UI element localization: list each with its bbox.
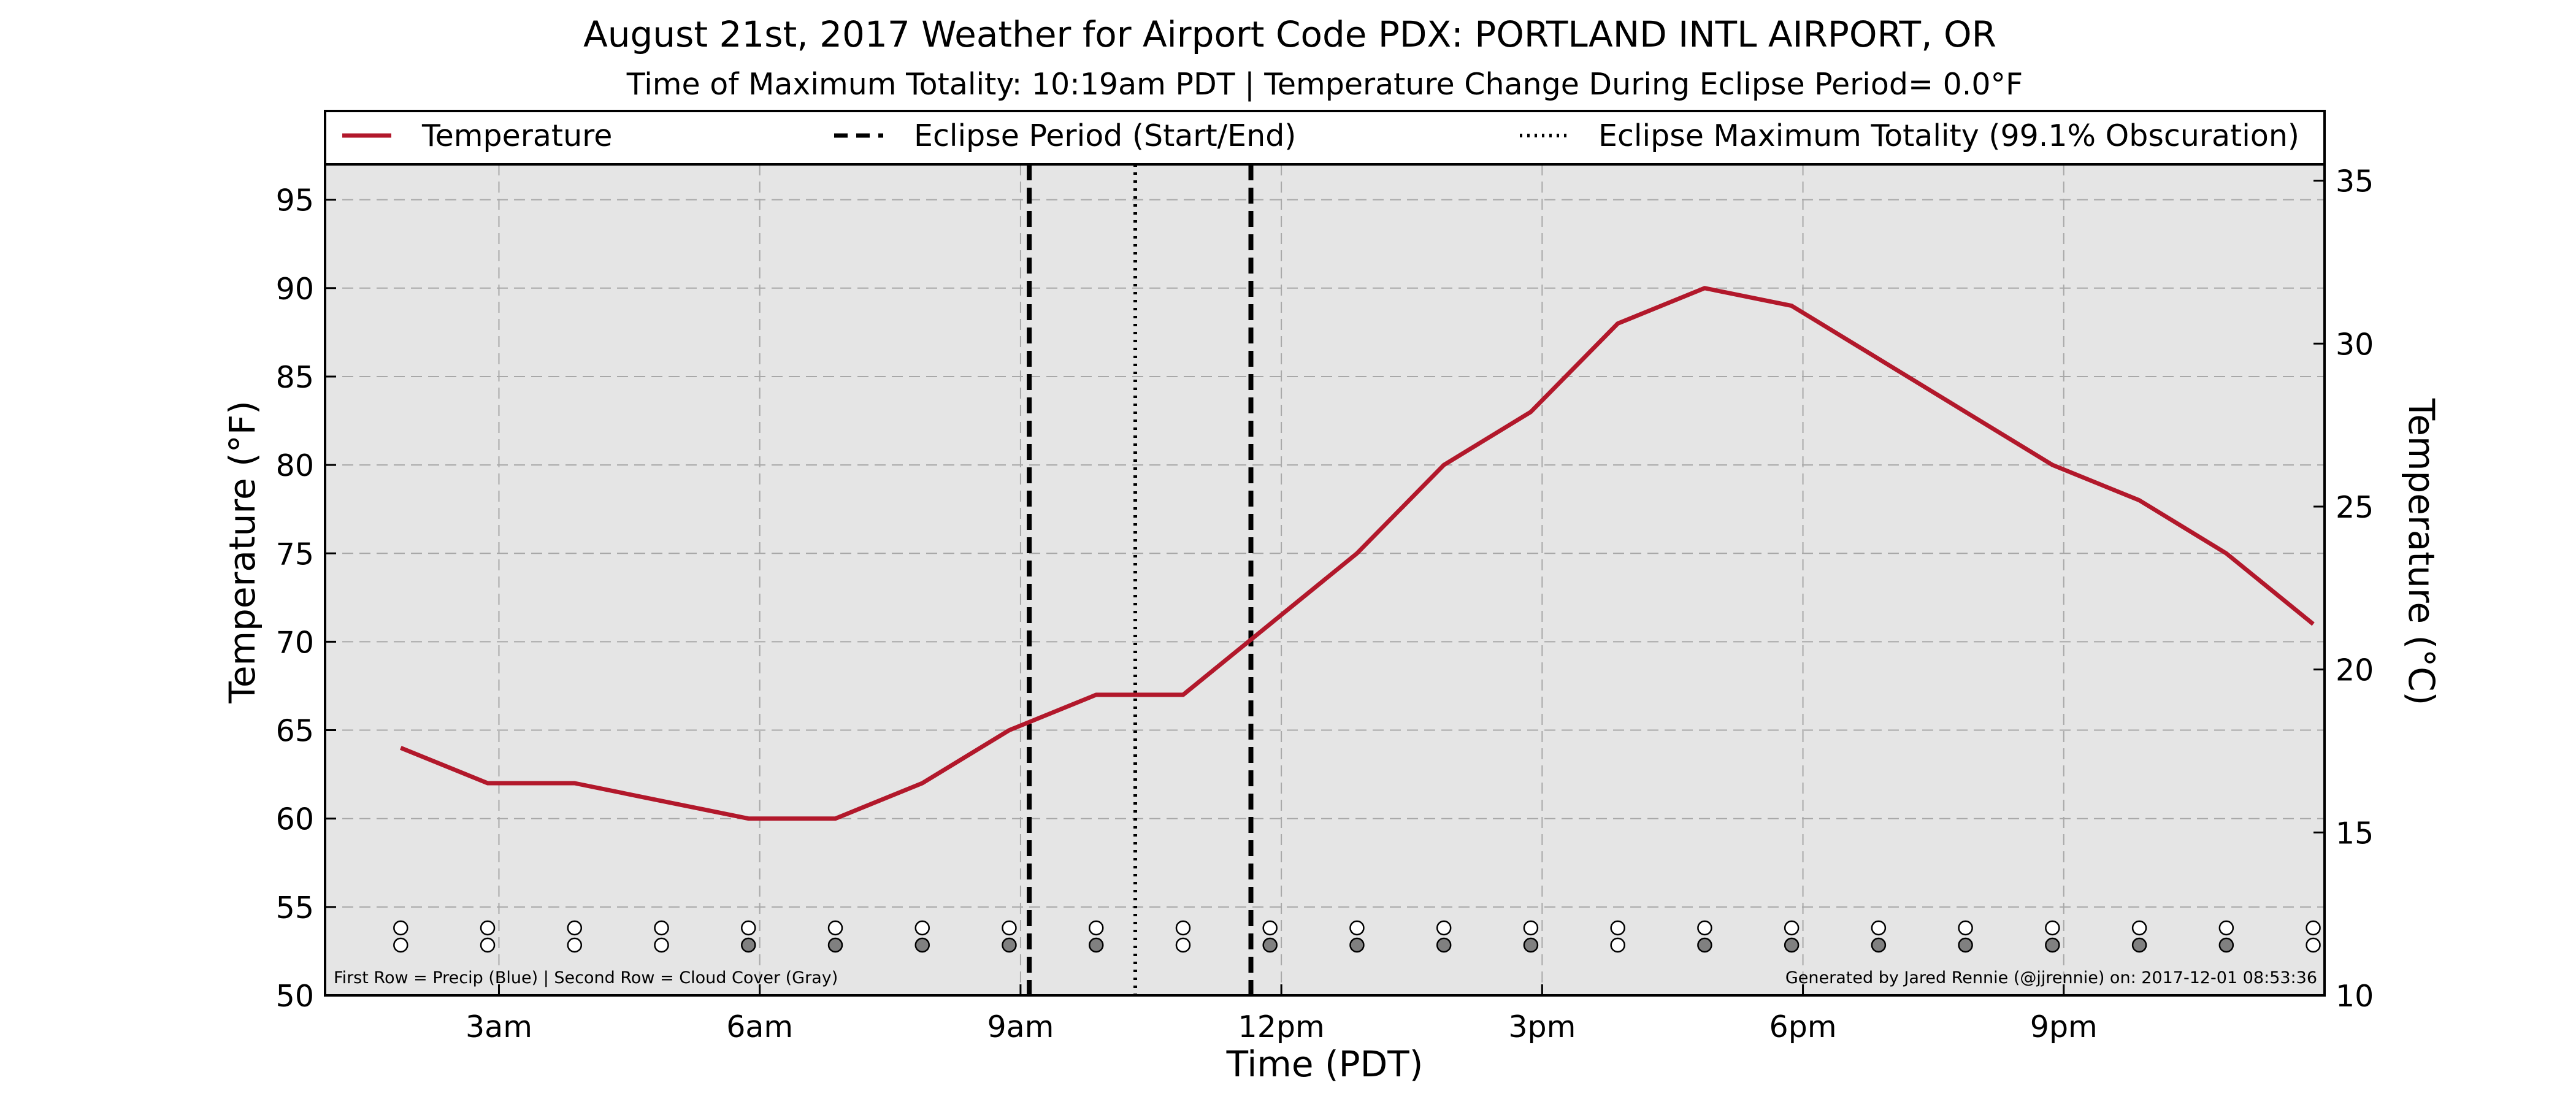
x-tick-label: 12pm: [1238, 1009, 1325, 1044]
precip-marker: [480, 920, 496, 936]
precip-marker: [2218, 920, 2234, 936]
y-tick-label: 50: [276, 979, 314, 1014]
x-axis-label: Time (PDT): [1226, 1043, 1424, 1085]
x-tick-label: 9pm: [2030, 1009, 2098, 1044]
cloud-marker: [914, 937, 930, 953]
precip-marker: [1175, 920, 1191, 936]
x-tick-label: 3am: [466, 1009, 532, 1044]
y-axis-label: Temperature (°F): [221, 400, 263, 703]
x-tick-label: 6pm: [1769, 1009, 1837, 1044]
precip-marker: [1697, 920, 1712, 936]
precip-marker: [2045, 920, 2060, 936]
chart-subtitle: Time of Maximum Totality: 10:19am PDT | …: [626, 67, 2023, 102]
precip-marker: [654, 920, 669, 936]
annotation-bottom-right: Generated by Jared Rennie (@jjrennie) on…: [1785, 968, 2317, 987]
precip-marker: [567, 920, 583, 936]
temperature-line: [399, 286, 2315, 821]
legend-label-eclipse-period: Eclipse Period (Start/End): [914, 118, 1296, 153]
cloud-marker: [1002, 937, 1017, 953]
series-layer: [399, 286, 2315, 821]
precip-marker: [1871, 920, 1887, 936]
cloud-marker: [2131, 937, 2147, 953]
cloud-marker: [1958, 937, 1973, 953]
y-tick-label: 55: [276, 891, 314, 925]
y2-tick-label: 20: [2336, 653, 2374, 688]
y-tick-label: 85: [276, 360, 314, 395]
precip-marker: [2131, 920, 2147, 936]
y2-axis-label: Temperature (°C): [2401, 398, 2442, 706]
cloud-marker: [1871, 937, 1887, 953]
cloud-marker: [1784, 937, 1800, 953]
y2-tick-label: 25: [2336, 490, 2374, 525]
precip-marker: [1262, 920, 1278, 936]
precip-marker: [1958, 920, 1973, 936]
precip-marker: [1002, 920, 1017, 936]
y-axis-left: 50 55 60 65 70 75 80 85 90 95: [276, 183, 336, 1014]
x-tick-label: 3pm: [1508, 1009, 1576, 1044]
y-tick-label: 70: [276, 625, 314, 660]
cloud-marker: [480, 937, 496, 953]
cloud-marker: [1697, 937, 1712, 953]
y-tick-label: 90: [276, 272, 314, 307]
cloud-marker: [1088, 937, 1104, 953]
cloud-marker: [2045, 937, 2060, 953]
legend: Temperature Eclipse Period (Start/End) E…: [324, 110, 2326, 166]
precip-marker: [1436, 920, 1452, 936]
x-tick-label: 9am: [987, 1009, 1054, 1044]
y-tick-label: 80: [276, 448, 314, 483]
legend-box: [324, 110, 2326, 166]
y2-tick-label: 10: [2336, 979, 2374, 1014]
precip-marker: [1784, 920, 1800, 936]
y2-tick-label: 30: [2336, 327, 2374, 362]
legend-label-temperature: Temperature: [421, 118, 612, 153]
y-axis-right: 10 15 20 25 30 35: [2313, 164, 2374, 1014]
cloud-marker: [2306, 937, 2321, 953]
x-axis: 3am 6am 9am 12pm 3pm 6pm 9pm: [466, 984, 2098, 1044]
legend-label-eclipse-max: Eclipse Maximum Totality (99.1% Obscurat…: [1598, 118, 2299, 153]
cloud-marker: [1175, 937, 1191, 953]
chart-title: August 21st, 2017 Weather for Airport Co…: [583, 13, 1996, 55]
precip-marker: [1088, 920, 1104, 936]
y-tick-label: 60: [276, 802, 314, 837]
precip-marker: [1523, 920, 1539, 936]
cloud-marker: [567, 937, 583, 953]
precip-marker: [1610, 920, 1625, 936]
precip-marker: [741, 920, 756, 936]
cloud-marker: [1436, 937, 1452, 953]
x-tick-label: 6am: [726, 1009, 793, 1044]
y-tick-label: 75: [276, 537, 314, 572]
y-tick-label: 95: [276, 183, 314, 218]
cloud-marker: [654, 937, 669, 953]
cloud-marker: [1349, 937, 1365, 953]
cloud-marker: [2218, 937, 2234, 953]
precip-marker: [393, 920, 408, 936]
grid-lines: [325, 164, 2325, 995]
precip-marker: [1349, 920, 1365, 936]
annotation-bottom-left: First Row = Precip (Blue) | Second Row =…: [334, 968, 838, 987]
precip-marker: [914, 920, 930, 936]
cloud-marker: [1610, 937, 1625, 953]
cloud-marker: [393, 937, 408, 953]
cloud-marker: [1262, 937, 1278, 953]
precip-marker: [2306, 920, 2321, 936]
precip-marker: [827, 920, 843, 936]
y-tick-label: 65: [276, 714, 314, 749]
cloud-marker: [827, 937, 843, 953]
cloud-marker: [1523, 937, 1539, 953]
y2-tick-label: 15: [2336, 816, 2374, 851]
eclipse-markers: [1027, 164, 1254, 995]
precip-cloud-markers: [393, 920, 2321, 953]
y2-tick-label: 35: [2336, 164, 2374, 199]
cloud-marker: [741, 937, 756, 953]
